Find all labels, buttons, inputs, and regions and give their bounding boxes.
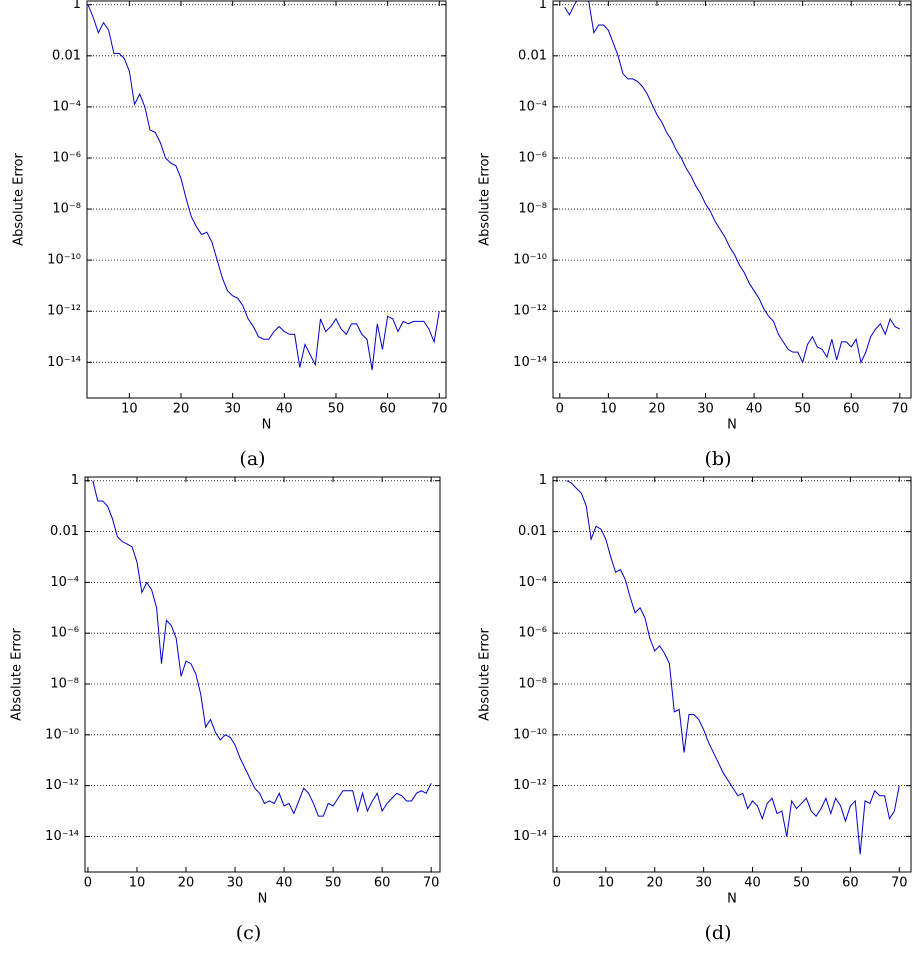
x-tick-label: 20 xyxy=(649,402,666,417)
x-tick-label: 60 xyxy=(374,876,391,891)
y-tick-label: 10⁻¹² xyxy=(513,778,547,793)
caption: (c) xyxy=(236,922,261,944)
data-line xyxy=(566,480,900,855)
y-tick-label: 0.01 xyxy=(518,524,547,539)
x-tick-label: 10 xyxy=(598,876,615,891)
x-tick-label: 20 xyxy=(173,402,190,417)
plot-frame xyxy=(552,476,912,873)
x-tick-label: 20 xyxy=(646,876,663,891)
x-axis-label: N xyxy=(258,892,268,907)
caption: (d) xyxy=(705,922,732,944)
y-tick-label: 10⁻⁶ xyxy=(518,626,547,641)
y-tick-label: 1 xyxy=(539,0,547,12)
y-tick-label: 10⁻¹⁰ xyxy=(513,727,547,742)
y-tick-label: 10⁻⁸ xyxy=(50,677,79,692)
data-line xyxy=(87,4,440,371)
y-tick-label: 0.01 xyxy=(50,524,79,539)
y-tick-label: 10⁻⁸ xyxy=(52,202,81,217)
plot-frame xyxy=(84,476,441,873)
x-tick-label: 40 xyxy=(746,402,763,417)
x-tick-label: 10 xyxy=(600,402,617,417)
plot-frame xyxy=(552,0,912,399)
y-tick-label: 1 xyxy=(71,473,79,488)
y-axis-label: Absolute Error xyxy=(478,153,493,246)
x-tick-label: 0 xyxy=(553,876,561,891)
x-axis-label: N xyxy=(262,418,272,433)
x-tick-label: 30 xyxy=(224,402,241,417)
x-axis-label: N xyxy=(727,892,737,907)
x-tick-label: 60 xyxy=(379,402,396,417)
caption: (a) xyxy=(239,448,265,470)
y-tick-label: 1 xyxy=(73,0,81,12)
x-tick-label: 60 xyxy=(843,402,860,417)
y-tick-label: 10⁻¹⁴ xyxy=(513,829,547,844)
data-line xyxy=(564,1,901,364)
y-tick-label: 10⁻⁴ xyxy=(518,99,547,114)
x-tick-label: 0 xyxy=(84,876,92,891)
x-tick-label: 50 xyxy=(328,402,345,417)
x-tick-label: 60 xyxy=(842,876,859,891)
x-tick-label: 50 xyxy=(325,876,342,891)
x-tick-label: 10 xyxy=(121,402,138,417)
y-tick-label: 10⁻⁴ xyxy=(518,575,547,590)
x-tick-label: 70 xyxy=(423,876,440,891)
y-tick-label: 10⁻¹⁰ xyxy=(47,253,81,268)
x-tick-label: 50 xyxy=(794,402,811,417)
x-tick-label: 70 xyxy=(431,402,448,417)
y-tick-label: 10⁻⁸ xyxy=(518,677,547,692)
y-tick-label: 0.01 xyxy=(518,48,547,63)
x-tick-label: 40 xyxy=(276,876,293,891)
y-tick-label: 10⁻¹⁰ xyxy=(45,727,79,742)
y-tick-label: 10⁻⁶ xyxy=(52,150,81,165)
x-axis-label: N xyxy=(727,418,737,433)
y-tick-label: 10⁻¹⁰ xyxy=(513,253,547,268)
y-tick-label: 10⁻⁴ xyxy=(52,99,81,114)
y-tick-label: 10⁻⁶ xyxy=(50,626,79,641)
x-tick-label: 30 xyxy=(227,876,244,891)
y-axis-label: Absolute Error xyxy=(478,628,493,721)
y-tick-label: 10⁻¹⁴ xyxy=(45,829,79,844)
y-tick-label: 0.01 xyxy=(52,48,81,63)
data-line xyxy=(92,480,432,817)
x-tick-label: 40 xyxy=(276,402,293,417)
caption: (b) xyxy=(705,448,732,470)
y-tick-label: 10⁻⁶ xyxy=(518,150,547,165)
x-tick-label: 40 xyxy=(744,876,761,891)
y-tick-label: 10⁻¹² xyxy=(47,304,81,319)
x-tick-label: 30 xyxy=(695,876,712,891)
x-tick-label: 70 xyxy=(891,876,908,891)
x-tick-label: 20 xyxy=(178,876,195,891)
y-tick-label: 10⁻¹⁴ xyxy=(47,355,81,370)
plot-frame xyxy=(86,0,447,399)
x-tick-label: 50 xyxy=(793,876,810,891)
y-tick-label: 10⁻⁸ xyxy=(518,202,547,217)
y-tick-label: 10⁻¹² xyxy=(513,304,547,319)
y-axis-label: Absolute Error xyxy=(12,153,27,246)
y-axis-label: Absolute Error xyxy=(10,628,25,721)
x-tick-label: 10 xyxy=(129,876,146,891)
x-tick-label: 30 xyxy=(697,402,714,417)
x-tick-label: 70 xyxy=(892,402,909,417)
x-tick-label: 0 xyxy=(556,402,564,417)
y-tick-label: 1 xyxy=(539,473,547,488)
y-tick-label: 10⁻⁴ xyxy=(50,575,79,590)
y-tick-label: 10⁻¹⁴ xyxy=(513,355,547,370)
y-tick-label: 10⁻¹² xyxy=(45,778,79,793)
